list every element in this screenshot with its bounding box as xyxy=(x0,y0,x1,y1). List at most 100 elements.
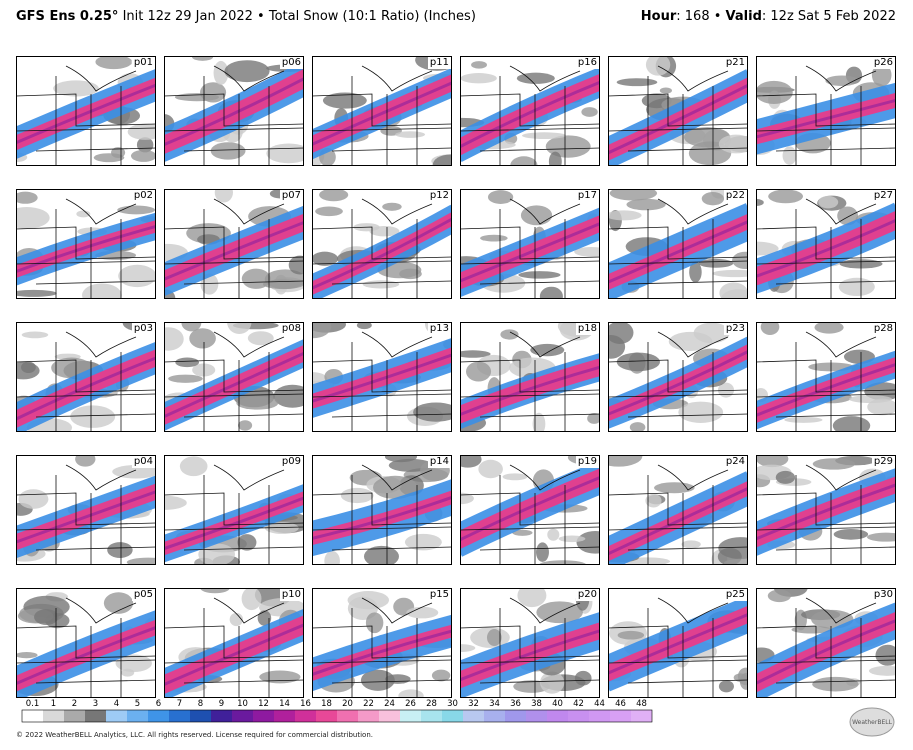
snow-band-core xyxy=(750,97,902,140)
state-border xyxy=(607,226,749,260)
panel-frame xyxy=(164,455,304,565)
state-border xyxy=(361,198,433,225)
snow-band-core xyxy=(750,481,902,543)
light-snow xyxy=(259,670,301,684)
light-snow xyxy=(616,78,658,87)
state-border xyxy=(607,127,749,132)
light-snow xyxy=(558,535,586,543)
state-border xyxy=(459,226,601,260)
state-border xyxy=(163,93,305,127)
legend-swatch xyxy=(547,710,568,722)
map-panel: p12 xyxy=(301,188,464,303)
state-border xyxy=(311,526,453,531)
state-border xyxy=(15,127,157,132)
map-panel: p08 xyxy=(153,310,315,432)
light-snow xyxy=(3,206,50,229)
snow-band-core xyxy=(306,214,458,292)
snow-band-core xyxy=(158,219,310,283)
light-snow xyxy=(93,153,125,163)
state-border xyxy=(15,492,157,526)
light-snow xyxy=(189,328,216,349)
panel-frame xyxy=(312,455,452,565)
light-snow xyxy=(365,612,384,634)
map xyxy=(446,450,614,570)
light-snow xyxy=(617,630,645,640)
light-snow xyxy=(53,80,99,97)
light-snow xyxy=(471,61,487,69)
light-snow xyxy=(480,234,508,242)
light-snow xyxy=(775,470,796,484)
member-label: p29 xyxy=(871,456,895,468)
light-snow xyxy=(616,352,661,372)
light-snow xyxy=(812,676,859,692)
state-border xyxy=(311,260,453,265)
hour-value: : 168 xyxy=(676,9,710,24)
light-snow xyxy=(406,606,439,619)
state-border xyxy=(509,65,581,92)
panel-frame xyxy=(312,322,452,432)
light-snow xyxy=(431,669,451,682)
valid-value: : 12z Sat 5 Feb 2022 xyxy=(761,9,896,24)
light-snow xyxy=(605,210,642,221)
state-border xyxy=(311,492,453,526)
member-label: p14 xyxy=(427,456,451,468)
snow-band-core xyxy=(602,218,754,286)
light-snow xyxy=(315,206,343,217)
state-border xyxy=(775,413,897,418)
legend-swatch xyxy=(337,710,358,722)
legend-label: 9 xyxy=(219,699,224,709)
state-border xyxy=(65,65,137,92)
state-border xyxy=(459,93,601,127)
panel-frame xyxy=(608,56,748,166)
map xyxy=(4,588,167,701)
legend-label: 32 xyxy=(468,699,479,709)
member-label: p05 xyxy=(131,589,155,601)
state-border xyxy=(627,413,749,418)
state-border xyxy=(607,359,749,393)
snow-band-core xyxy=(158,349,310,421)
snow-band-core xyxy=(10,223,162,275)
state-border xyxy=(607,526,749,531)
legend-swatch xyxy=(358,710,379,722)
description: Init 12z 29 Jan 2022 • Total Snow (10:1 … xyxy=(122,9,476,24)
light-snow xyxy=(175,357,200,368)
panel-frame xyxy=(164,189,304,299)
light-snow xyxy=(678,401,724,423)
light-snow xyxy=(18,489,49,509)
light-snow xyxy=(838,277,875,297)
legend-label: 1 xyxy=(51,699,56,709)
map xyxy=(153,310,315,432)
light-snow xyxy=(581,107,598,117)
member-label: p07 xyxy=(279,190,303,202)
map xyxy=(301,588,462,703)
state-border xyxy=(459,492,601,526)
state-border xyxy=(657,331,729,358)
map-panel: p16 xyxy=(438,56,611,175)
legend-swatch xyxy=(631,710,652,722)
map-panel: p01 xyxy=(4,54,167,166)
legend-swatch xyxy=(442,710,463,722)
state-border xyxy=(35,147,157,152)
state-border xyxy=(163,526,305,531)
legend-swatch xyxy=(22,710,43,722)
light-snow xyxy=(767,589,792,603)
snow-band-core xyxy=(158,74,310,149)
map xyxy=(3,189,165,307)
legend-label: 40 xyxy=(552,699,563,709)
legend-label: 28 xyxy=(426,699,437,709)
map xyxy=(146,182,315,308)
light-snow xyxy=(10,289,57,297)
member-label: p30 xyxy=(871,589,895,601)
legend-label: 8 xyxy=(198,699,203,709)
light-snow xyxy=(404,533,442,551)
state-border xyxy=(183,413,305,418)
state-border xyxy=(213,597,285,624)
state-border xyxy=(459,526,601,531)
light-snow xyxy=(319,188,349,202)
map-panel: p20 xyxy=(445,583,611,699)
state-border xyxy=(183,280,305,285)
light-snow xyxy=(229,612,244,627)
state-border xyxy=(459,260,601,265)
map-panel: p13 xyxy=(294,314,463,432)
